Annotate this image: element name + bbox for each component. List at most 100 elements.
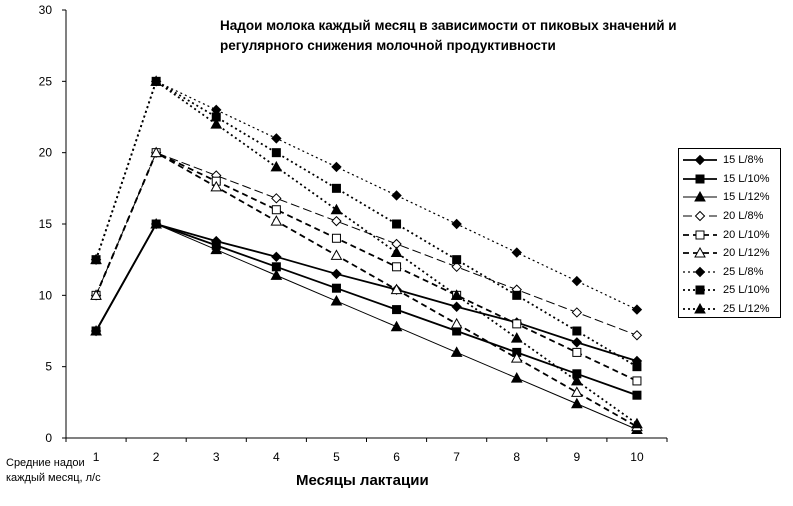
legend-swatch [683, 174, 717, 184]
series-2 [91, 219, 642, 400]
y-tick-label: 15 [39, 217, 53, 231]
data-point [150, 75, 162, 86]
legend-item: 20 L/12% [679, 244, 780, 263]
legend-swatch [683, 285, 717, 295]
data-point [390, 320, 403, 332]
data-point [631, 304, 643, 315]
x-tick-label: 1 [93, 450, 100, 464]
legend-swatch [683, 247, 717, 258]
series-line [95, 151, 638, 428]
data-point [391, 190, 402, 201]
series-line [95, 222, 638, 397]
data-point [452, 255, 462, 265]
data-point [330, 249, 343, 260]
data-point [270, 269, 283, 280]
data-point [512, 319, 522, 329]
data-point [210, 180, 223, 192]
legend-swatch [683, 230, 717, 240]
data-point [632, 376, 642, 386]
series-line [95, 79, 638, 368]
legend-swatch-marker [694, 210, 706, 222]
data-point [450, 346, 463, 357]
data-point [571, 397, 583, 409]
data-point [511, 247, 522, 258]
data-point [150, 146, 162, 158]
y-tick-label: 20 [39, 146, 53, 160]
x-axis-label: Месяцы лактации [296, 472, 429, 489]
data-point [210, 118, 223, 129]
data-point [510, 372, 523, 383]
data-point [571, 374, 583, 386]
chart-title: Надои молока каждый месяц в зависимости … [220, 16, 720, 56]
x-tick-label: 10 [630, 450, 644, 464]
legend-item: 25 L/10% [679, 281, 780, 300]
data-point [571, 386, 583, 397]
data-point [571, 337, 583, 348]
series-line [95, 222, 638, 362]
legend-swatch-marker [694, 155, 706, 166]
data-point [150, 217, 162, 229]
legend-swatch-marker [694, 247, 706, 258]
data-point [90, 324, 102, 336]
data-point [390, 246, 403, 258]
data-point [632, 390, 642, 400]
legend-swatch [683, 155, 717, 166]
data-point [510, 352, 523, 363]
data-point [510, 332, 523, 343]
chart-legend: 15 L/8% 15 L/10% 15 L/12% 20 L/8% 20 L/10% 20… [678, 148, 781, 318]
legend-label: 25 L/10% [723, 284, 770, 297]
data-point [450, 289, 463, 300]
legend-item: 20 L/8% [679, 207, 780, 226]
legend-item: 20 L/10% [679, 225, 780, 244]
data-point [392, 262, 402, 272]
legend-swatch-marker [694, 266, 706, 278]
y-axis-label-line-2: каждый месяц, л/с [6, 472, 101, 484]
data-point [572, 326, 582, 336]
chart-title-line-1: Надои молока каждый месяц в зависимости … [220, 18, 677, 33]
legend-swatch-marker [694, 303, 706, 314]
chart-series [90, 75, 643, 434]
legend-swatch [683, 210, 717, 222]
y-axis-label: Средние надои каждый месяц, л/с [6, 456, 116, 486]
series-7 [90, 76, 643, 315]
data-point [271, 205, 281, 215]
legend-swatch [683, 303, 717, 314]
legend-item: 25 L/8% [679, 263, 780, 282]
legend-item: 25 L/12% [679, 300, 780, 319]
data-point [331, 233, 341, 243]
data-point [330, 295, 343, 306]
series-line [95, 152, 638, 336]
data-point [571, 307, 583, 318]
data-point [392, 219, 402, 229]
data-point [572, 347, 582, 357]
legend-label: 15 L/12% [723, 191, 770, 204]
legend-swatch [683, 191, 717, 202]
data-point [270, 160, 283, 172]
x-tick-label: 3 [213, 450, 220, 464]
data-point [210, 243, 223, 255]
legend-swatch-marker [695, 230, 705, 240]
legend-label: 25 L/12% [723, 303, 770, 316]
chart-title-line-2: регулярного снижения молочной продуктивн… [220, 38, 556, 53]
data-point [450, 317, 463, 329]
legend-label: 20 L/10% [723, 228, 770, 241]
legend-swatch-marker [694, 191, 706, 202]
data-point [451, 301, 462, 312]
data-point [632, 362, 642, 372]
data-point [331, 283, 341, 293]
legend-swatch-marker [695, 174, 705, 184]
y-axis-label-line-1: Средние надои [6, 457, 85, 469]
data-point [631, 330, 643, 341]
data-point [331, 183, 341, 193]
legend-swatch [683, 266, 717, 278]
data-point [390, 283, 403, 295]
data-point [631, 417, 643, 429]
x-tick-label: 9 [574, 450, 581, 464]
data-point [331, 161, 342, 173]
data-point [571, 275, 583, 287]
y-tick-label: 30 [39, 3, 53, 17]
data-point [90, 289, 102, 300]
series-6 [90, 146, 643, 432]
data-point [451, 261, 462, 273]
